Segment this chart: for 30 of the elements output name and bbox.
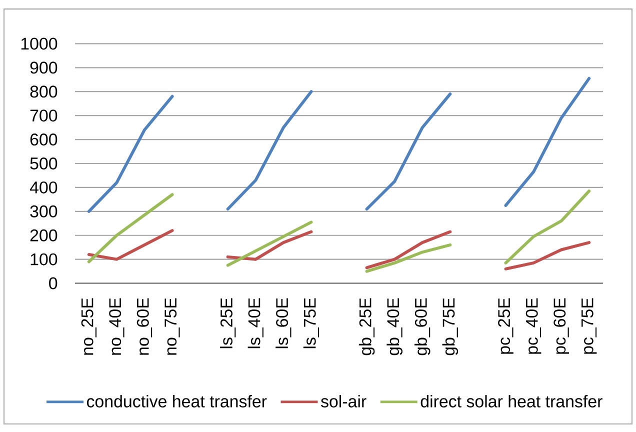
x-tick-label: gb_75E — [442, 298, 458, 356]
legend-label: sol-air — [320, 395, 366, 408]
x-tick-label: ls_75E — [303, 298, 320, 348]
y-tick-label: 1000 — [21, 38, 58, 50]
legend-label: direct solar heat transfer — [420, 395, 602, 408]
legend-label: conductive heat transfer — [86, 395, 267, 408]
x-tick-label: ls_60E — [276, 298, 292, 348]
y-tick-label: 100 — [30, 253, 58, 266]
x-tick-label: pc_25E — [498, 298, 514, 354]
y-tick-label: 200 — [30, 229, 58, 242]
x-tick-label: no_40E — [109, 298, 124, 355]
y-tick-label: 900 — [30, 62, 58, 74]
x-tick-label: gb_25E — [358, 298, 375, 356]
x-tick-label: pc_40E — [526, 298, 542, 354]
x-tick-label: ls_40E — [248, 298, 264, 348]
x-tick-label: gb_60E — [414, 298, 430, 356]
y-tick-label: 0 — [49, 277, 58, 290]
y-tick-label: 300 — [30, 205, 58, 218]
x-tick-label: pc_75E — [582, 298, 597, 354]
y-tick-label: 800 — [30, 86, 58, 98]
x-tick-label: gb_40E — [386, 298, 402, 356]
y-tick-label: 700 — [30, 110, 58, 122]
x-tick-label: no_25E — [81, 298, 96, 355]
x-tick-label: pc_60E — [554, 298, 569, 354]
y-tick-label: 600 — [30, 134, 58, 146]
x-tick-label: no_75E — [164, 298, 180, 355]
x-tick-label: ls_25E — [220, 298, 236, 348]
y-tick-label: 500 — [30, 157, 58, 170]
x-tick-label: no_60E — [136, 298, 152, 355]
y-tick-label: 400 — [30, 181, 58, 194]
